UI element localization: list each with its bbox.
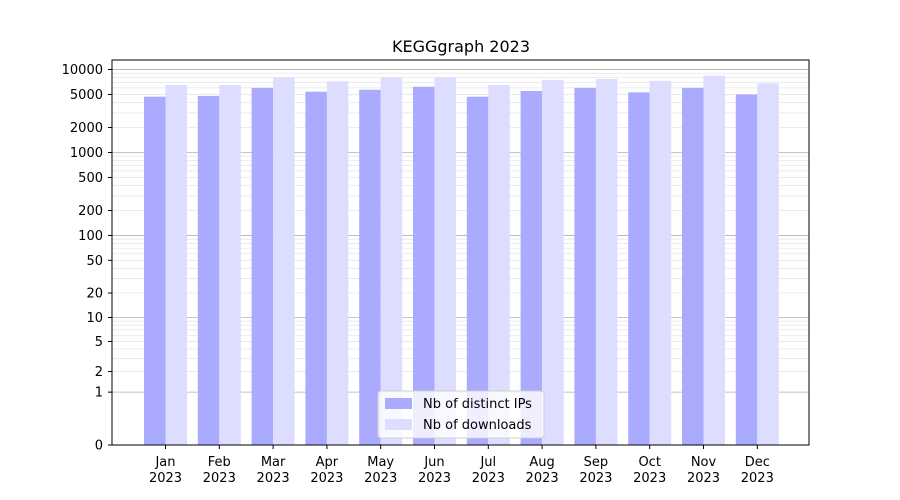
x-tick-label-month: Oct	[638, 455, 660, 470]
x-tick-label-month: Jul	[479, 455, 496, 470]
x-tick-label-year: 2023	[364, 471, 397, 486]
y-tick-label: 5	[95, 335, 103, 350]
x-tick-label-year: 2023	[472, 471, 505, 486]
bar-downloads-aug	[542, 79, 564, 445]
bar-downloads-mar	[273, 77, 295, 445]
y-tick-label: 10	[86, 311, 103, 326]
x-tick-label-year: 2023	[149, 471, 182, 486]
bar-distinct-ips-sep	[574, 87, 596, 445]
bar-downloads-jun	[434, 77, 456, 445]
y-tick-label: 200	[78, 204, 103, 219]
bar-distinct-ips-jun	[413, 86, 435, 445]
x-tick-label-month: Aug	[529, 455, 554, 470]
legend-label: Nb of distinct IPs	[423, 397, 532, 412]
bar-distinct-ips-apr	[305, 91, 327, 446]
x-tick-label-month: Apr	[316, 455, 339, 470]
x-tick-label-year: 2023	[203, 471, 236, 486]
x-tick-label-month: Sep	[584, 455, 609, 470]
bar-distinct-ips-jan	[144, 96, 166, 445]
x-tick-label-year: 2023	[257, 471, 290, 486]
y-tick-label: 500	[78, 171, 103, 186]
y-axis: 0 1 2 5 10 20 50 100 200 500 1000 2000 5000 10000	[62, 63, 112, 454]
y-tick-label: 2000	[70, 121, 103, 136]
x-tick-label-year: 2023	[526, 471, 559, 486]
y-tick-label: 1	[95, 386, 103, 401]
bar-distinct-ips-feb	[197, 95, 220, 445]
x-tick-label-year: 2023	[579, 471, 612, 486]
x-tick-label-month: Nov	[691, 455, 717, 470]
x-tick-label-year: 2023	[687, 471, 720, 486]
x-tick-label-month: Jun	[423, 455, 444, 470]
bars	[144, 75, 779, 446]
bar-downloads-sep	[595, 78, 618, 445]
bar-distinct-ips-dec	[735, 94, 758, 445]
bar-downloads-jul	[488, 84, 510, 446]
y-tick-label: 1000	[70, 146, 103, 161]
bar-distinct-ips-may	[359, 89, 381, 445]
bar-distinct-ips-nov	[682, 87, 704, 445]
y-tick-label: 10000	[62, 63, 103, 78]
x-tick-label-month: Dec	[745, 455, 770, 470]
y-tick-label: 2	[95, 365, 103, 380]
x-tick-label-year: 2023	[418, 471, 451, 486]
bar-downloads-may	[380, 77, 403, 445]
bar-distinct-ips-mar	[251, 87, 274, 445]
x-tick-label-month: Mar	[261, 455, 286, 470]
bar-downloads-jan	[165, 84, 187, 446]
x-tick-label-month: May	[367, 455, 394, 470]
bar-distinct-ips-aug	[520, 91, 543, 445]
legend-swatch	[385, 398, 412, 409]
chart-title: KEGGgraph 2023	[392, 37, 530, 56]
x-tick-label-month: Jan	[154, 455, 175, 470]
y-tick-label: 50	[86, 254, 103, 269]
y-tick-label: 0	[95, 439, 103, 454]
x-tick-label-year: 2023	[633, 471, 666, 486]
plot-frame	[111, 59, 810, 446]
legend: Nb of distinct IPs Nb of downloads	[377, 390, 545, 439]
bar-downloads-oct	[649, 80, 672, 445]
legend-label: Nb of downloads	[423, 418, 532, 433]
legend-swatch	[385, 419, 412, 430]
x-tick-label-year: 2023	[310, 471, 343, 486]
bar-downloads-apr	[326, 81, 349, 445]
bar-distinct-ips-oct	[628, 92, 650, 445]
x-tick-label-year: 2023	[741, 471, 774, 486]
x-axis: Jan2023Feb2023Mar2023Apr2023May2023Jun20…	[149, 445, 774, 486]
y-tick-label: 100	[78, 229, 103, 244]
bar-distinct-ips-jul	[466, 96, 489, 445]
bar-downloads-dec	[757, 83, 779, 445]
y-tick-label: 5000	[70, 88, 103, 103]
x-tick-label-month: Feb	[208, 455, 231, 470]
bar-downloads-feb	[219, 84, 241, 446]
legend-box	[377, 390, 545, 439]
y-tick-label: 20	[86, 287, 103, 302]
bar-downloads-nov	[703, 75, 725, 446]
